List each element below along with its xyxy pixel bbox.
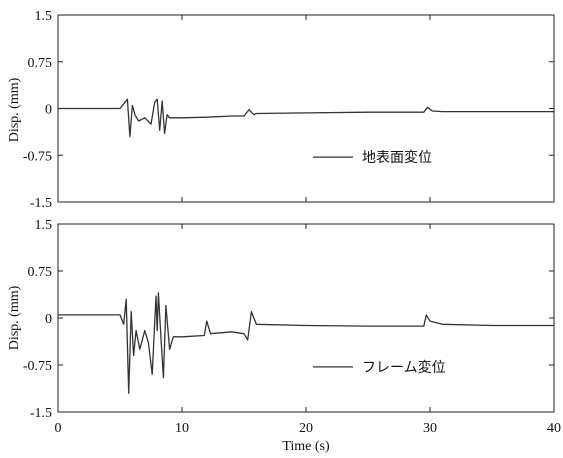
series-line-0 — [58, 292, 554, 394]
top-panel: 1.5 0.75 0 -0.75 -1.5 Disp. (mm) 地表面変位 — [7, 9, 555, 211]
y-axis-title: Disp. (mm) — [7, 77, 22, 142]
y-tick-label: 0 — [45, 103, 52, 118]
x-tick-label: 30 — [423, 421, 437, 436]
x-tick-label: 20 — [299, 421, 313, 436]
series-line-0 — [58, 98, 554, 138]
y-tick-label: 0 — [45, 312, 52, 327]
y-tick-label: 1.5 — [35, 9, 53, 24]
y-tick-label: -0.75 — [23, 149, 52, 164]
y-axis-title: Disp. (mm) — [7, 285, 22, 350]
y-tick-label: 1.5 — [35, 218, 53, 233]
x-tick-label: 40 — [547, 421, 561, 436]
plot-frame — [57, 223, 555, 413]
x-tick-label: 0 — [55, 421, 62, 436]
y-tick-label: 0.75 — [28, 56, 53, 71]
y-tick-label: 0.75 — [28, 265, 53, 280]
legend-label: フレーム変位 — [362, 359, 446, 376]
y-tick-label: -0.75 — [23, 359, 52, 374]
x-tick-label: 10 — [175, 421, 189, 436]
legend-label: 地表面変位 — [362, 149, 432, 166]
x-axis-title: Time (s) — [282, 439, 330, 454]
y-tick-label: -1.5 — [30, 406, 52, 421]
y-tick-label: -1.5 — [30, 196, 52, 211]
